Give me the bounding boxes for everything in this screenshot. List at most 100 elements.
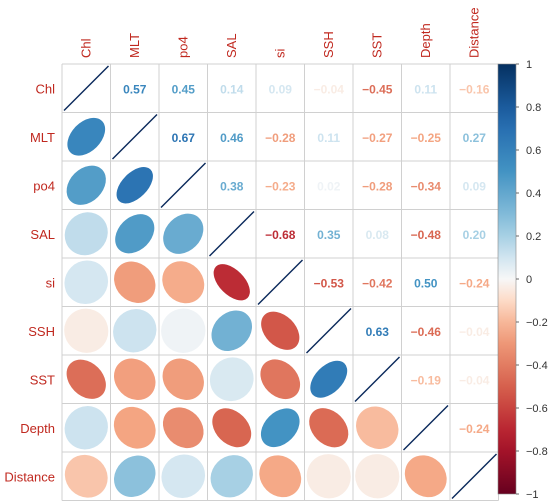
colorbar-tick-label: −0.4	[526, 360, 548, 372]
colorbar-tick-label: −0.8	[526, 446, 548, 458]
column-label-sst: SST	[369, 33, 384, 58]
corr-value-si-ssh: −0.53	[314, 276, 345, 290]
corr-value-chl-mlt: 0.57	[123, 82, 147, 96]
corr-ellipse-distance-ssh	[306, 454, 351, 499]
corr-value-chl-ssh: −0.04	[314, 82, 345, 96]
corr-ellipse-po4-mlt	[116, 167, 153, 204]
corr-ellipse-ssh-po4	[161, 308, 206, 353]
diagonal-line-mlt	[112, 114, 158, 160]
corr-ellipse-sal-mlt	[115, 214, 155, 254]
column-label-ssh: SSH	[321, 31, 336, 58]
corr-value-sal-sst: 0.08	[366, 228, 390, 242]
diagonal-line-po4	[160, 162, 206, 208]
colorbar-tick-label: 0.6	[526, 145, 541, 157]
diagonal-line-chl	[63, 65, 109, 111]
column-label-chl: Chl	[78, 38, 93, 58]
row-label-sal: SAL	[30, 227, 55, 242]
corr-value-chl-sst: −0.45	[362, 82, 393, 96]
corr-value-sal-distance: 0.20	[463, 228, 487, 242]
colorbar-gradient	[497, 63, 517, 495]
column-label-depth: Depth	[418, 23, 433, 58]
row-label-distance: Distance	[4, 469, 55, 484]
corr-ellipse-depth-ssh	[309, 408, 349, 448]
corr-value-depth-distance: −0.24	[459, 422, 490, 436]
diagonal-line-sal	[209, 211, 255, 257]
variable-labels: Chl Chl MLT MLT po4 po4 SAL SAL si si SSH SSH SST SST…	[4, 7, 481, 484]
colorbar-tick-label: −0.2	[526, 317, 548, 329]
column-label-po4: po4	[175, 36, 190, 58]
diagonal-line-sst	[354, 356, 400, 402]
corr-ellipse-depth-sal	[212, 408, 252, 448]
corr-ellipse-distance-mlt	[114, 455, 156, 497]
corr-ellipse-distance-sal	[210, 455, 253, 498]
corr-value-chl-si: 0.09	[269, 82, 293, 96]
corr-value-mlt-po4: 0.67	[172, 131, 196, 145]
matrix-cells: 0.57 0.45 0.14 0.09 −0.04 −0.45 0.11 −0.16 0.67 0…	[63, 65, 497, 499]
colorbar: 1 0.8 0.6 0.4 0.2 0 −0.2 −0.4 −0.6 −0.8 −1	[497, 59, 548, 501]
colorbar-tick-label: 0.8	[526, 102, 541, 114]
corr-value-po4-ssh: 0.02	[317, 179, 341, 193]
corr-ellipse-distance-sst	[355, 454, 400, 499]
corr-ellipse-ssh-mlt	[113, 309, 157, 353]
diagonal-line-depth	[403, 405, 449, 451]
corr-value-si-sst: −0.42	[362, 276, 393, 290]
corr-value-mlt-ssh: 0.11	[317, 131, 340, 145]
corr-value-sal-si: −0.68	[265, 228, 296, 242]
corr-value-sal-ssh: 0.35	[317, 228, 341, 242]
colorbar-tick-label: −1	[526, 489, 539, 501]
diagonal-line-ssh	[306, 308, 352, 354]
column-label-mlt: MLT	[127, 33, 142, 58]
corr-value-mlt-depth: −0.25	[411, 131, 442, 145]
corr-value-po4-distance: 0.09	[463, 179, 487, 193]
corr-value-mlt-distance: 0.27	[463, 131, 487, 145]
corr-ellipse-po4-chl	[66, 165, 106, 205]
corr-value-chl-depth: 0.11	[414, 82, 437, 96]
corr-ellipse-ssh-sal	[211, 310, 253, 352]
corr-ellipse-ssh-si	[261, 311, 300, 350]
corr-ellipse-sal-po4	[163, 213, 204, 254]
corr-ellipse-ssh-chl	[64, 308, 109, 353]
corr-ellipse-distance-depth	[404, 455, 447, 498]
corr-ellipse-sst-po4	[162, 358, 204, 400]
corr-ellipse-si-po4	[162, 261, 205, 304]
corr-ellipse-distance-si	[259, 455, 302, 498]
corr-value-chl-sal: 0.14	[220, 82, 244, 96]
column-label-sal: SAL	[224, 33, 239, 58]
colorbar-tick-label: 0.4	[526, 188, 541, 200]
corr-value-po4-sst: −0.28	[362, 179, 393, 193]
corr-value-chl-po4: 0.45	[172, 82, 196, 96]
corr-ellipse-sst-ssh	[310, 360, 348, 398]
column-label-si: si	[272, 49, 287, 59]
diagonal-line-si	[257, 259, 303, 305]
colorbar-tick-label: 1	[526, 59, 532, 71]
corr-value-si-depth: 0.50	[414, 276, 438, 290]
corr-ellipse-distance-po4	[161, 454, 206, 499]
corr-ellipse-sst-mlt	[114, 358, 156, 400]
corr-ellipse-distance-chl	[64, 454, 108, 498]
corr-value-mlt-sst: −0.27	[362, 131, 393, 145]
corr-ellipse-si-chl	[64, 260, 109, 305]
corr-ellipse-depth-mlt	[113, 406, 156, 449]
corr-value-ssh-sst: 0.63	[366, 325, 390, 339]
corr-value-mlt-si: −0.28	[265, 131, 296, 145]
corr-value-si-distance: −0.24	[459, 276, 490, 290]
row-label-mlt: MLT	[30, 130, 55, 145]
corr-ellipse-depth-sst	[356, 406, 399, 449]
corr-ellipse-mlt-chl	[67, 117, 106, 156]
colorbar-tick-label: −0.6	[526, 403, 548, 415]
corr-ellipse-si-mlt	[114, 261, 156, 303]
row-label-si: si	[46, 275, 56, 290]
corr-value-po4-si: −0.23	[265, 179, 296, 193]
corr-value-sst-distance: −0.04	[459, 373, 490, 387]
row-label-ssh: SSH	[28, 324, 55, 339]
corr-value-ssh-distance: −0.04	[459, 325, 490, 339]
corr-ellipse-si-sal	[213, 264, 250, 301]
corr-value-sst-depth: −0.19	[411, 373, 442, 387]
corr-value-po4-depth: −0.34	[411, 179, 442, 193]
corr-value-ssh-depth: −0.46	[411, 325, 442, 339]
corr-ellipse-sst-chl	[66, 359, 106, 399]
corr-value-po4-sal: 0.38	[220, 179, 244, 193]
row-label-po4: po4	[33, 178, 55, 193]
corr-value-chl-distance: −0.16	[459, 82, 490, 96]
